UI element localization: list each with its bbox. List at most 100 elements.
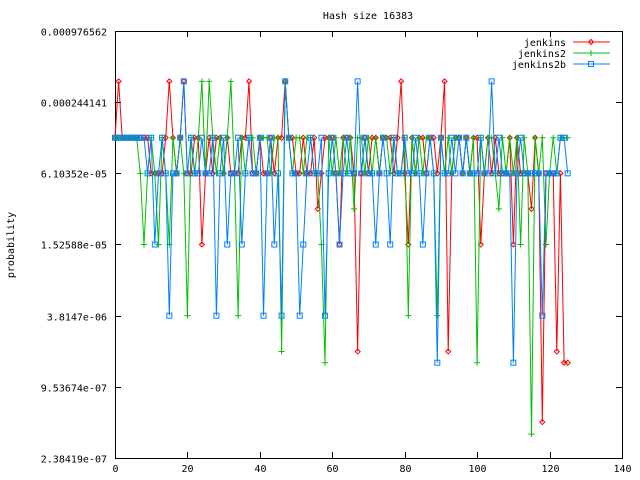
data-point [264,134,271,141]
data-point [488,78,495,85]
data-point [387,241,394,248]
data-point [274,134,281,141]
data-point [336,241,343,248]
data-point [205,134,213,141]
data-point [390,170,398,177]
data-point [224,134,231,141]
data-point [318,170,325,177]
series-line-jenkins [114,81,568,423]
x-axis: 0 20 40 60 80 100 120 140 [112,31,632,475]
data-point [332,134,339,141]
data-point [169,170,176,177]
data-point [398,170,405,177]
data-point [358,134,365,141]
data-point [376,170,383,177]
data-point [184,170,191,177]
data-point [278,348,285,355]
data-point [379,134,386,141]
data-point [532,170,539,177]
data-point [517,241,524,248]
data-point [564,170,571,177]
data-point [459,170,466,177]
data-point [209,170,216,177]
data-point [213,170,220,177]
data-point [245,78,253,85]
y-axis: 2.38419e-07 9.53674e-07 3.8147e-06 1.52588e… [41,28,622,466]
data-point [470,134,477,141]
data-point [503,170,510,177]
y-tick-label: 0.000244141 [41,99,107,110]
data-point [343,170,350,177]
x-tick-label: 80 [399,464,411,475]
data-point [267,170,274,177]
data-point [206,78,213,85]
data-point [300,170,307,177]
data-point [542,170,549,177]
data-point [144,170,151,177]
data-point [311,170,318,177]
data-point [361,170,368,177]
data-point [524,170,531,177]
data-point [401,170,408,177]
series-line-jenkins2 [115,81,568,435]
data-point [140,134,147,141]
data-point [274,170,281,177]
data-point [137,170,144,177]
data-point [441,78,448,85]
data-point [166,78,173,85]
data-point [354,348,361,355]
data-point [434,170,441,177]
data-point [264,170,271,177]
data-point [372,134,379,141]
data-point [296,134,303,141]
data-point [383,170,390,177]
data-point [510,359,517,366]
data-point [528,431,535,438]
data-point [126,134,133,141]
data-point [177,134,184,141]
data-point [115,134,122,141]
y-tick-label: 9.53674e-07 [41,384,107,395]
data-point [271,241,278,248]
data-point [408,170,415,177]
data-point [506,134,513,141]
data-point [293,170,300,177]
data-point [278,312,285,319]
data-point [423,170,430,177]
data-point [325,134,332,141]
data-point [397,78,405,85]
series-layer [111,78,571,438]
data-point [169,134,176,141]
data-point [419,170,426,177]
series-line-jenkins2b [115,81,569,363]
data-point [307,170,314,177]
data-point [513,134,520,141]
data-point [383,134,390,141]
data-point [184,312,191,319]
data-point [249,170,256,177]
data-point [198,241,206,248]
data-point [166,312,173,319]
data-point [528,170,535,177]
data-point [282,78,289,85]
data-point [220,134,227,141]
data-point [242,134,249,141]
data-point [271,170,278,177]
data-point [217,134,224,141]
legend-label: jenkins [524,38,566,49]
data-point [159,134,166,141]
x-tick-label: 60 [326,464,338,475]
x-tick-label: 20 [181,464,193,475]
data-point [256,134,263,141]
data-point [401,134,408,141]
data-point [188,134,195,141]
data-point [437,134,444,141]
data-point [387,134,394,141]
series-jenkins2b [112,78,571,366]
data-point [405,170,412,177]
data-point [191,170,198,177]
data-point [358,170,365,177]
data-point [220,170,227,177]
data-point [198,134,205,141]
data-point [430,134,437,141]
